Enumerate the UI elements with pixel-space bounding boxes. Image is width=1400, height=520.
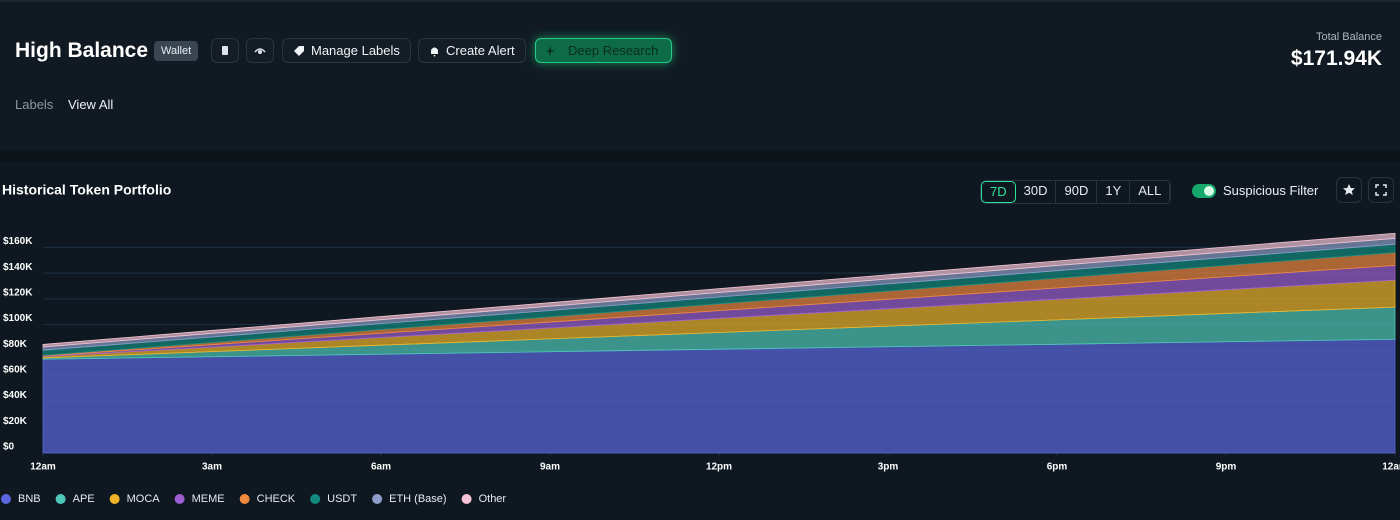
legend-label: CHECK [257, 493, 296, 505]
balance-value: $171.94K [1290, 47, 1382, 70]
y-tick-label: $140K [3, 262, 33, 273]
eye-icon [254, 47, 266, 54]
balance-label: Total Balance [1315, 31, 1382, 43]
range-button[interactable]: 30D [1016, 181, 1057, 203]
range-button[interactable]: 90D [1056, 181, 1098, 203]
range-button[interactable]: 7D [981, 181, 1016, 203]
bell-icon [431, 47, 438, 57]
y-tick-label: $20K [3, 416, 28, 427]
legend-swatch [461, 494, 472, 504]
manage-labels-button[interactable]: Manage Labels [282, 38, 411, 63]
expand-icon [1375, 184, 1387, 196]
filter-label: Suspicious Filter [1223, 183, 1319, 198]
legend-swatch [109, 494, 120, 504]
wallet-badge: Wallet [154, 41, 199, 61]
y-tick-label: $120K [3, 287, 33, 298]
y-tick-label: $0 [3, 442, 15, 453]
range-selector: 7D 30D 90D 1Y ALL [980, 180, 1172, 204]
y-tick-label: $40K [3, 390, 28, 401]
x-tick-label: 9am [540, 462, 560, 473]
x-tick-label: 6am [371, 462, 391, 473]
tag-icon [294, 45, 304, 56]
legend-swatch [55, 494, 66, 504]
legend-swatch [1, 494, 11, 504]
create-alert-button[interactable]: Create Alert [418, 38, 526, 63]
page-title: High Balance [15, 39, 149, 62]
button-text: Create Alert [446, 43, 515, 58]
area [42, 232, 1396, 348]
range-button[interactable]: 1Y [1097, 181, 1131, 203]
legend-swatch [174, 494, 185, 504]
legend-label: MOCA [127, 493, 161, 505]
x-tick-label: 9pm [1216, 462, 1237, 473]
legend-label: USDT [327, 493, 357, 505]
button-text: Manage Labels [311, 43, 400, 58]
legend-label: APE [73, 493, 95, 505]
legend-swatch [372, 494, 383, 504]
range-button[interactable]: ALL [1130, 181, 1171, 203]
legend-label: MEME [192, 493, 225, 505]
labels-label: Labels [15, 97, 54, 112]
watch-button[interactable] [246, 38, 274, 63]
x-tick-label: 6pm [1047, 462, 1068, 473]
star-icon [1343, 184, 1355, 195]
x-tick-label: 12am [30, 462, 56, 473]
legend-label: ETH (Base) [389, 493, 446, 505]
y-tick-label: $160K [3, 236, 33, 247]
header-panel [0, 0, 1400, 150]
copy-icon [222, 46, 228, 55]
x-tick-label: 12am [1382, 462, 1400, 473]
y-tick-label: $60K [3, 365, 28, 376]
deep-research-button[interactable]: Deep Research [535, 38, 672, 63]
filter-toggle[interactable] [1192, 184, 1216, 198]
legend-label: BNB [18, 493, 41, 505]
copy-button[interactable] [211, 38, 239, 63]
y-tick-label: $100K [3, 313, 33, 324]
legend-label: Other [479, 493, 507, 505]
chart-title: Historical Token Portfolio [2, 182, 171, 198]
x-tick-label: 3am [202, 462, 222, 473]
legend-swatch [310, 494, 321, 504]
x-tick-label: 12pm [706, 462, 732, 473]
favorite-button[interactable] [1336, 177, 1362, 203]
y-tick-label: $80K [3, 339, 28, 350]
legend-swatch [239, 494, 250, 504]
view-all-link[interactable]: View All [68, 97, 114, 112]
fullscreen-button[interactable] [1368, 177, 1394, 203]
sparkle-icon [546, 45, 555, 56]
button-text: Deep Research [568, 43, 659, 58]
x-tick-label: 3pm [878, 462, 899, 473]
